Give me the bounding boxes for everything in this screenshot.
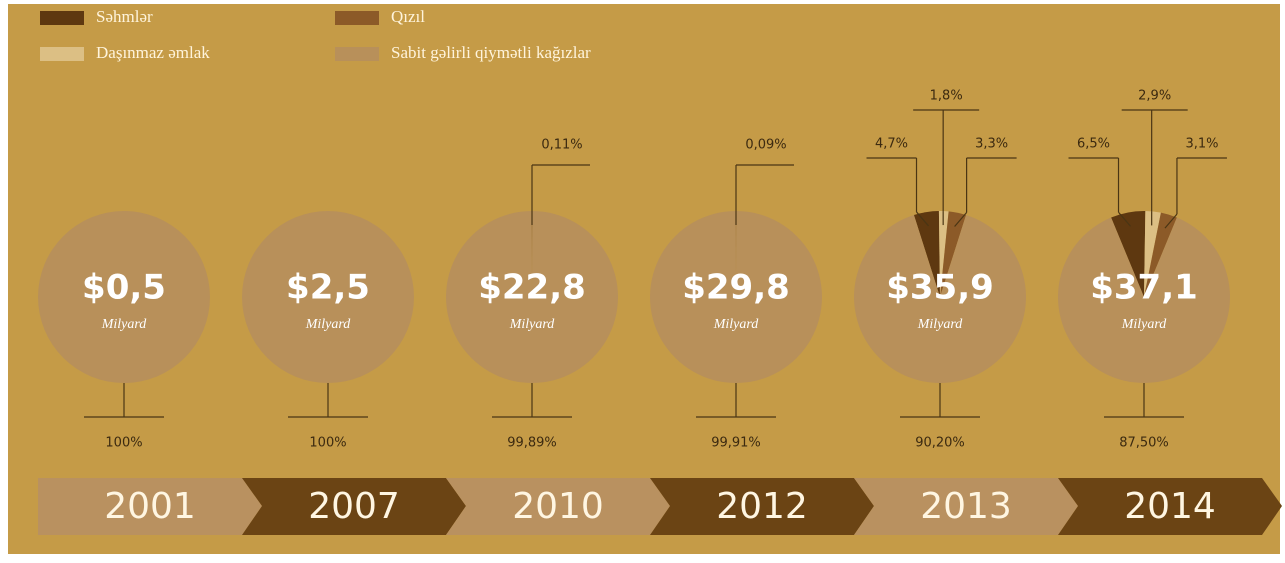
legend-swatch [40, 11, 84, 25]
year-label: 2007 [308, 486, 400, 527]
leader-line [1118, 211, 1131, 227]
legend-label: Qızıl [391, 7, 425, 26]
leader-line [1164, 213, 1178, 229]
legend-label: Daşınmaz əmlak [96, 43, 210, 62]
pie-unit: Milyard [1121, 317, 1168, 332]
pie-total: $2,5 [286, 268, 370, 308]
value-label: 100% [105, 436, 142, 451]
year-chevron [650, 478, 874, 535]
pie-slice [1111, 211, 1146, 297]
year-chevron [38, 478, 262, 535]
legend-swatch [40, 47, 84, 61]
value-label: 2,9% [1138, 89, 1171, 104]
pie-slice [38, 211, 210, 383]
pie-unit: Milyard [917, 317, 964, 332]
leader-line [916, 211, 929, 227]
year-label: 2012 [716, 486, 808, 527]
value-label: 99,91% [711, 436, 761, 451]
value-label: 1,8% [930, 89, 963, 104]
pie-slice [940, 211, 967, 297]
value-label: 0,09% [745, 138, 786, 153]
year-chevron [1058, 478, 1282, 535]
pie-slice [1144, 211, 1161, 297]
legend-label: Səhmlər [96, 7, 153, 26]
pie-slice [445, 211, 618, 383]
pie-total: $35,9 [886, 268, 994, 308]
pie-slice [1058, 217, 1231, 384]
value-label: 100% [309, 436, 346, 451]
legend-swatch [335, 47, 379, 61]
value-label: 3,1% [1185, 137, 1218, 152]
pie-total: $29,8 [682, 268, 790, 308]
pie-slice [650, 211, 823, 383]
value-label: 0,11% [541, 138, 582, 153]
pie-slice [1144, 212, 1177, 297]
pie-total: $37,1 [1090, 268, 1198, 308]
leader-line [954, 212, 968, 227]
value-label: 4,7% [875, 137, 908, 152]
pie-unit: Milyard [713, 317, 760, 332]
pie-slice [938, 211, 949, 297]
pie-total: $22,8 [478, 268, 586, 308]
year-label: 2013 [920, 486, 1012, 527]
value-label: 99,89% [507, 436, 557, 451]
pie-slice [913, 211, 940, 297]
pie-unit: Milyard [509, 317, 556, 332]
year-chevron [446, 478, 670, 535]
value-label: 6,5% [1077, 137, 1110, 152]
legend-swatch [335, 11, 379, 25]
year-chevron [242, 478, 466, 535]
pie-slice [242, 211, 414, 383]
pie-slice [531, 211, 533, 297]
pie-slice [854, 215, 1026, 383]
year-label: 2014 [1124, 486, 1216, 527]
value-label: 3,3% [975, 137, 1008, 152]
value-label: 87,50% [1119, 436, 1169, 451]
legend-label: Sabit gəlirli qiymətli kağızlar [391, 43, 591, 62]
pie-total: $0,5 [82, 268, 166, 308]
year-chevron [854, 478, 1078, 535]
pie-unit: Milyard [305, 317, 352, 332]
pie-unit: Milyard [101, 317, 148, 332]
value-label: 90,20% [915, 436, 965, 451]
year-label: 2010 [512, 486, 604, 527]
year-label: 2001 [104, 486, 196, 527]
